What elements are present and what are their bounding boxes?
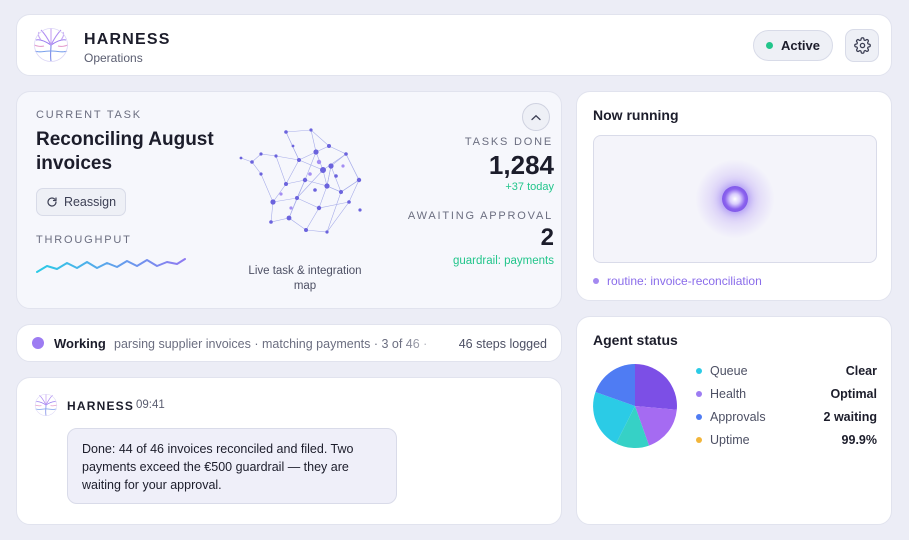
tasks-done-value: 1,284 — [488, 150, 554, 180]
chevron-up-icon — [531, 114, 541, 120]
now-running-title: Now running — [593, 107, 679, 123]
status-value: 2 waiting — [823, 410, 877, 424]
running-orb-icon — [722, 186, 748, 212]
app-name: HARNESS — [84, 31, 171, 48]
agent-message-card: HARNESS 09:41 Done: 44 of 46 invoices re… — [16, 377, 562, 525]
working-indicator-icon — [32, 337, 44, 349]
queue-dot-icon — [696, 368, 702, 374]
status-label: Health — [710, 387, 747, 401]
throughput-eyebrow: THROUGHPUT — [36, 234, 132, 246]
awaiting-approval-value: 2 — [540, 224, 554, 251]
status-row-approvals: Approvals 2 waiting — [695, 410, 877, 428]
working-label: Working — [54, 336, 106, 351]
awaiting-approval-note: guardrail: payments — [453, 255, 554, 267]
agent-status-pie-icon — [593, 364, 677, 449]
task-integration-network-map — [239, 128, 362, 234]
status-label: Active — [780, 38, 821, 53]
agent-status-card: Agent status Queue Clear Health Optimal … — [576, 316, 892, 525]
status-value: 99.9% — [841, 433, 877, 447]
agent-status-title: Agent status — [593, 332, 678, 348]
map-caption: Live task & integration map — [248, 265, 362, 292]
routine-indicator: routine: invoice-reconciliation — [593, 274, 762, 288]
running-visualizer — [593, 135, 877, 263]
harness-avatar-icon — [34, 393, 58, 416]
message-sender: HARNESS — [67, 399, 135, 413]
tasks-done-label: TASKS DONE — [464, 136, 553, 148]
refresh-icon — [47, 197, 57, 207]
status-row-health: Health Optimal — [695, 387, 877, 405]
status-badge[interactable]: Active — [753, 30, 833, 61]
settings-button[interactable] — [845, 29, 879, 62]
gear-icon — [853, 37, 871, 54]
approvals-dot-icon — [696, 414, 702, 420]
steps-logged-link[interactable]: 46 steps logged — [458, 337, 547, 351]
working-status-bar: Working parsing supplier invoices · matc… — [16, 324, 562, 362]
app-subtitle: Operations — [84, 51, 143, 65]
throughput-sparkline — [36, 258, 186, 273]
message-bubble: Done: 44 of 46 invoices reconciled and f… — [67, 428, 397, 504]
uptime-dot-icon — [696, 437, 702, 443]
status-row-uptime: Uptime 99.9% — [695, 433, 877, 451]
status-label: Uptime — [710, 433, 750, 447]
current-task-title: Reconciling August invoices — [36, 129, 214, 174]
health-dot-icon — [696, 391, 702, 397]
status-label: Approvals — [710, 410, 766, 424]
message-timestamp: 09:41 — [136, 399, 165, 411]
harness-logo-icon — [33, 28, 69, 62]
collapse-button[interactable] — [522, 103, 550, 131]
reassign-button[interactable]: Reassign — [36, 188, 126, 216]
status-value: Optimal — [830, 387, 877, 401]
app-header: HARNESS Operations Active — [16, 14, 892, 76]
awaiting-approval-label: AWAITING APPROVAL — [407, 210, 553, 222]
now-running-card: Now running routine: invoice-reconciliat… — [576, 91, 892, 301]
routine-dot-icon — [593, 278, 599, 284]
working-detail: parsing supplier invoices · matching pay… — [114, 337, 428, 351]
status-dot-icon — [765, 42, 773, 49]
tasks-done-delta: +37 today — [505, 181, 554, 193]
routine-label: routine: invoice-reconciliation — [607, 274, 762, 288]
current-task-card: CURRENT TASK Reconciling August invoices… — [16, 91, 562, 309]
status-value: Clear — [845, 364, 877, 378]
current-task-eyebrow: CURRENT TASK — [36, 109, 142, 121]
status-label: Queue — [710, 364, 748, 378]
reassign-label: Reassign — [63, 195, 117, 209]
status-row-queue: Queue Clear — [695, 364, 877, 382]
